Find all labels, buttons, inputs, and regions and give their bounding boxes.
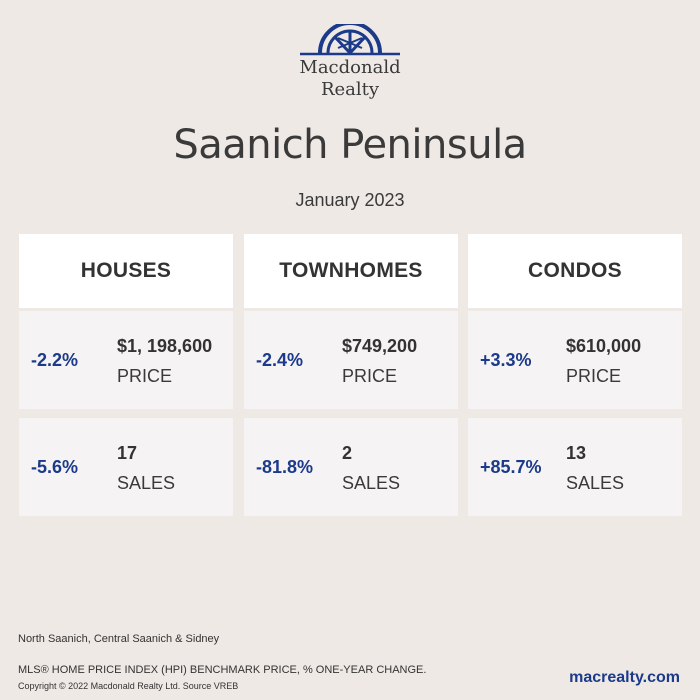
website-link[interactable]: macrealty.com (569, 669, 680, 686)
macdonald-realty-emblem-icon (300, 24, 400, 56)
logo-line-2: Realty (320, 79, 380, 100)
sales-card: -5.6% 17 SALES (19, 418, 233, 516)
index-note: MLS® HOME PRICE INDEX (HPI) BENCHMARK PR… (18, 664, 427, 676)
column-heading: HOUSES (19, 234, 233, 308)
price-card: +3.3% $610,000 PRICE (468, 311, 682, 409)
copyright-note: Copyright © 2022 Macdonald Realty Ltd. S… (18, 681, 239, 691)
price-change: -2.2% (31, 349, 79, 370)
sales-value: 17 (117, 443, 138, 463)
sales-card: -81.8% 2 SALES (244, 418, 458, 516)
column-heading: CONDOS (468, 234, 682, 308)
sales-label: SALES (342, 473, 401, 493)
price-value: $749,200 (342, 336, 418, 356)
sales-change: -81.8% (256, 456, 314, 477)
page-subtitle: January 2023 (295, 190, 405, 210)
sales-label: SALES (117, 473, 176, 493)
sales-label: SALES (566, 473, 625, 493)
price-value: $610,000 (566, 336, 642, 356)
sales-change: -5.6% (31, 456, 79, 477)
logo-line-1: Macdonald (299, 57, 401, 78)
price-change: -2.4% (256, 349, 304, 370)
price-label: PRICE (566, 366, 622, 386)
brand-logo: Macdonald Realty (290, 24, 410, 108)
sales-value: 13 (566, 443, 587, 463)
sales-value: 2 (342, 443, 353, 463)
price-card: -2.4% $749,200 PRICE (244, 311, 458, 409)
price-label: PRICE (117, 366, 173, 386)
price-value: $1, 198,600 (117, 336, 213, 356)
price-change: +3.3% (480, 349, 532, 370)
column-heading: TOWNHOMES (244, 234, 458, 308)
price-card: -2.2% $1, 198,600 PRICE (19, 311, 233, 409)
price-label: PRICE (342, 366, 398, 386)
area-note: North Saanich, Central Saanich & Sidney (18, 633, 220, 645)
sales-card: +85.7% 13 SALES (468, 418, 682, 516)
page-title: Saanich Peninsula (173, 122, 527, 168)
sales-change: +85.7% (480, 456, 542, 477)
